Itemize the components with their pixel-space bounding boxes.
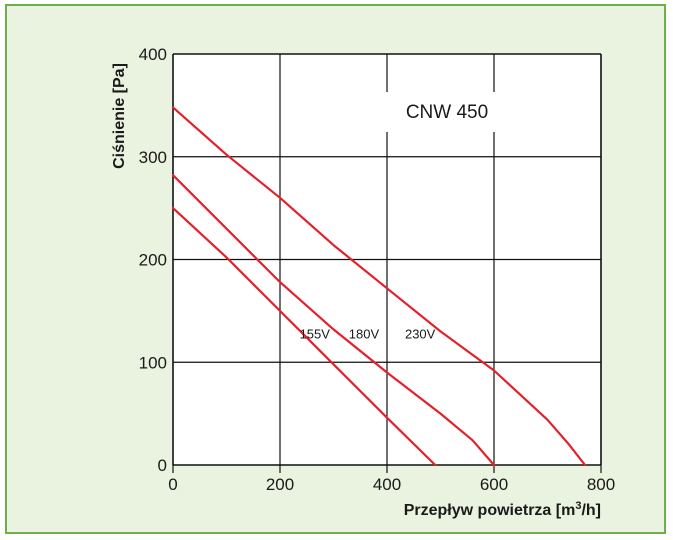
y-tick-label-400: 400 xyxy=(139,45,167,64)
series-lines: 155V 180V 230V xyxy=(171,106,587,467)
series-label-230V: 230V xyxy=(405,326,436,341)
x-axis-title: Przepływ powietrza [m3/h] xyxy=(404,500,601,519)
x-tick-label-400: 400 xyxy=(373,475,401,494)
x-axis-title-suffix: /h] xyxy=(581,502,601,519)
grid xyxy=(172,53,602,473)
series-line-180V xyxy=(171,174,496,467)
y-axis-title: Ciśnienie [Pa] xyxy=(111,63,128,169)
y-tick-label-100: 100 xyxy=(139,353,167,372)
annotation-layer: CNW 450 xyxy=(380,92,514,132)
x-axis-title-main: Przepływ powietrza [m xyxy=(404,502,576,519)
x-tick-label-600: 600 xyxy=(480,475,508,494)
y-tick-label-200: 200 xyxy=(139,251,167,270)
tick-labels: 0 200 400 600 800 0 100 200 300 400 xyxy=(139,45,616,494)
chart-annotation: CNW 450 xyxy=(406,102,488,123)
x-axis-title-superscript: 3 xyxy=(575,500,581,512)
chart-panel: CNW 450 155V 180V 230V 0 200 400 600 800 0 100 20… xyxy=(5,4,666,534)
series-label-180V: 180V xyxy=(349,326,380,341)
x-tick-label-200: 200 xyxy=(266,475,294,494)
y-tick-label-300: 300 xyxy=(139,148,167,167)
y-tick-label-0: 0 xyxy=(158,456,167,475)
x-tick-label-800: 800 xyxy=(587,475,615,494)
series-line-230V xyxy=(171,106,587,467)
series-label-155V: 155V xyxy=(300,326,331,341)
annotation-background xyxy=(380,92,514,132)
series-line-155V xyxy=(171,207,437,467)
x-tick-label-0: 0 xyxy=(168,475,177,494)
fan-curve-chart: CNW 450 155V 180V 230V 0 200 400 600 800 0 100 20… xyxy=(111,45,616,519)
